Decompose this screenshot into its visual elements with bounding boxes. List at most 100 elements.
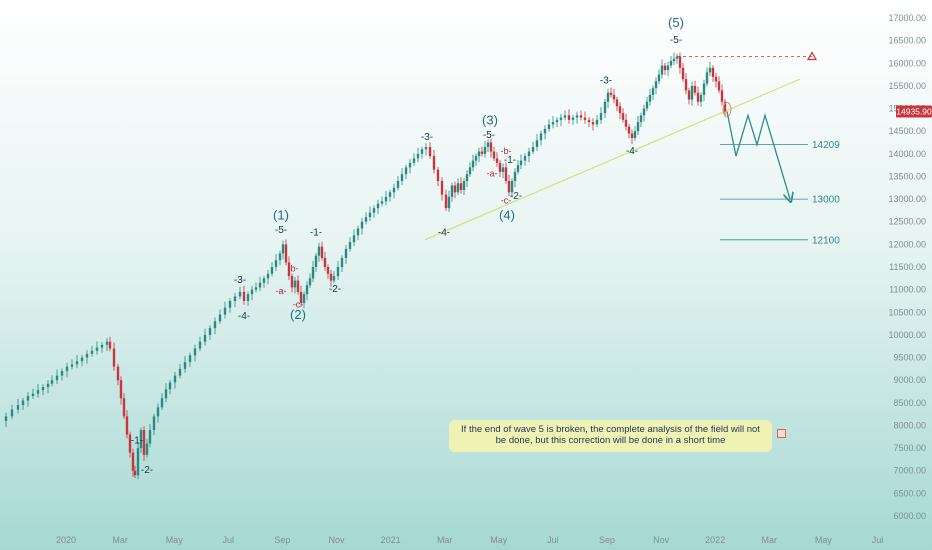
candle-body — [148, 429, 152, 444]
candle-body — [654, 81, 658, 89]
wave-label: -5- — [483, 130, 495, 141]
candle-body — [262, 278, 266, 283]
candle-body — [708, 67, 712, 73]
support-trendline — [424, 78, 801, 241]
x-tick-label: Nov — [328, 535, 345, 545]
candle-body — [119, 380, 123, 399]
candle-body — [462, 180, 466, 191]
candle-body — [535, 140, 539, 148]
candle-body — [317, 246, 321, 256]
candle-body — [636, 122, 640, 132]
x-tick-label: May — [490, 535, 508, 545]
wave-label: -4- — [626, 146, 638, 157]
candle-body — [412, 158, 416, 163]
projection-layer — [722, 101, 790, 199]
price-tag-box — [896, 105, 932, 118]
candle-body — [436, 169, 440, 181]
candle-body — [173, 375, 177, 383]
candle-body — [376, 203, 380, 209]
wave-labels-layer: -1--2--3--4-(1)-5--b--a--c-(2)-1--2--3--… — [131, 15, 684, 476]
candle-body — [80, 357, 84, 362]
candle-body — [651, 88, 655, 95]
candle-body — [468, 167, 472, 175]
candle-body — [711, 67, 715, 77]
wave-label: -3- — [421, 132, 433, 143]
candle-body — [705, 72, 709, 84]
candle-body — [90, 350, 94, 354]
candle-body — [627, 126, 631, 134]
candle-body — [388, 192, 392, 197]
wave-label: (3) — [482, 112, 498, 127]
candle-body — [486, 142, 490, 148]
candle-body — [606, 92, 610, 102]
candle-body — [642, 108, 646, 116]
candle-body — [693, 85, 697, 93]
candle-body — [591, 122, 595, 125]
candle-body — [46, 383, 50, 387]
wave-label: -3- — [234, 275, 246, 286]
candle-body — [218, 314, 222, 322]
candle-body — [164, 389, 168, 399]
candle-body — [65, 366, 69, 372]
candle-body — [290, 276, 294, 288]
candle-body — [274, 260, 278, 267]
candle-body — [293, 280, 297, 288]
candle-body — [539, 133, 543, 141]
candle-body — [663, 65, 667, 71]
candle-body — [447, 196, 451, 209]
candle-body — [380, 201, 384, 204]
candle-body — [456, 183, 460, 193]
analysis-note: If the end of wave 5 is broken, the comp… — [449, 420, 772, 452]
candle-body — [579, 115, 583, 118]
candle-body — [523, 156, 527, 161]
candle-body — [465, 174, 469, 181]
candle-body — [501, 167, 505, 172]
candle-body — [507, 180, 511, 193]
candle-body — [287, 262, 291, 277]
candle-body — [16, 405, 20, 410]
candle-body — [125, 416, 129, 435]
candle-body — [21, 400, 25, 406]
wave-label: -5- — [670, 35, 682, 46]
candle-body — [242, 291, 246, 301]
chart-note-icon[interactable] — [777, 429, 786, 438]
candle-body — [364, 217, 368, 222]
candle-body — [368, 212, 372, 218]
y-tick-label: 14500.00 — [888, 126, 926, 136]
candle-body — [50, 380, 54, 384]
candle-body — [720, 90, 724, 102]
candle-body — [504, 167, 508, 181]
target-label: 13000 — [812, 195, 840, 206]
x-tick-label: May — [815, 535, 833, 545]
target-label: 14209 — [812, 140, 840, 151]
candle-body — [198, 341, 202, 349]
candle-body — [254, 287, 258, 290]
y-axis: 17000.0016500.0016000.0015500.0015000.00… — [888, 13, 926, 521]
candle-body — [36, 390, 40, 394]
candle-body — [238, 291, 242, 297]
wave-label: -b- — [288, 264, 299, 274]
x-tick-label: Mar — [437, 535, 453, 545]
candle-body — [612, 94, 616, 100]
candle-body — [657, 74, 661, 82]
candle-body — [95, 347, 99, 351]
candle-body — [392, 187, 396, 193]
wave-label: (2) — [290, 307, 306, 322]
wave-label: (4) — [499, 207, 515, 222]
y-tick-label: 6500.00 — [893, 488, 926, 498]
x-tick-label: Mar — [762, 535, 778, 545]
candle-body — [329, 273, 333, 281]
wave-label: -4- — [438, 227, 450, 238]
y-tick-label: 11000.00 — [889, 285, 926, 295]
candle-body — [372, 208, 376, 213]
candle-body — [615, 99, 619, 107]
candle-body — [108, 341, 112, 349]
candle-body — [208, 328, 212, 335]
target-lines-layer: 14209 13000 12100 — [720, 140, 840, 246]
candle-body — [489, 142, 493, 152]
candle-body — [183, 362, 187, 369]
candle-body — [428, 147, 432, 157]
candle-body — [332, 276, 336, 281]
candles-layer — [4, 52, 727, 480]
